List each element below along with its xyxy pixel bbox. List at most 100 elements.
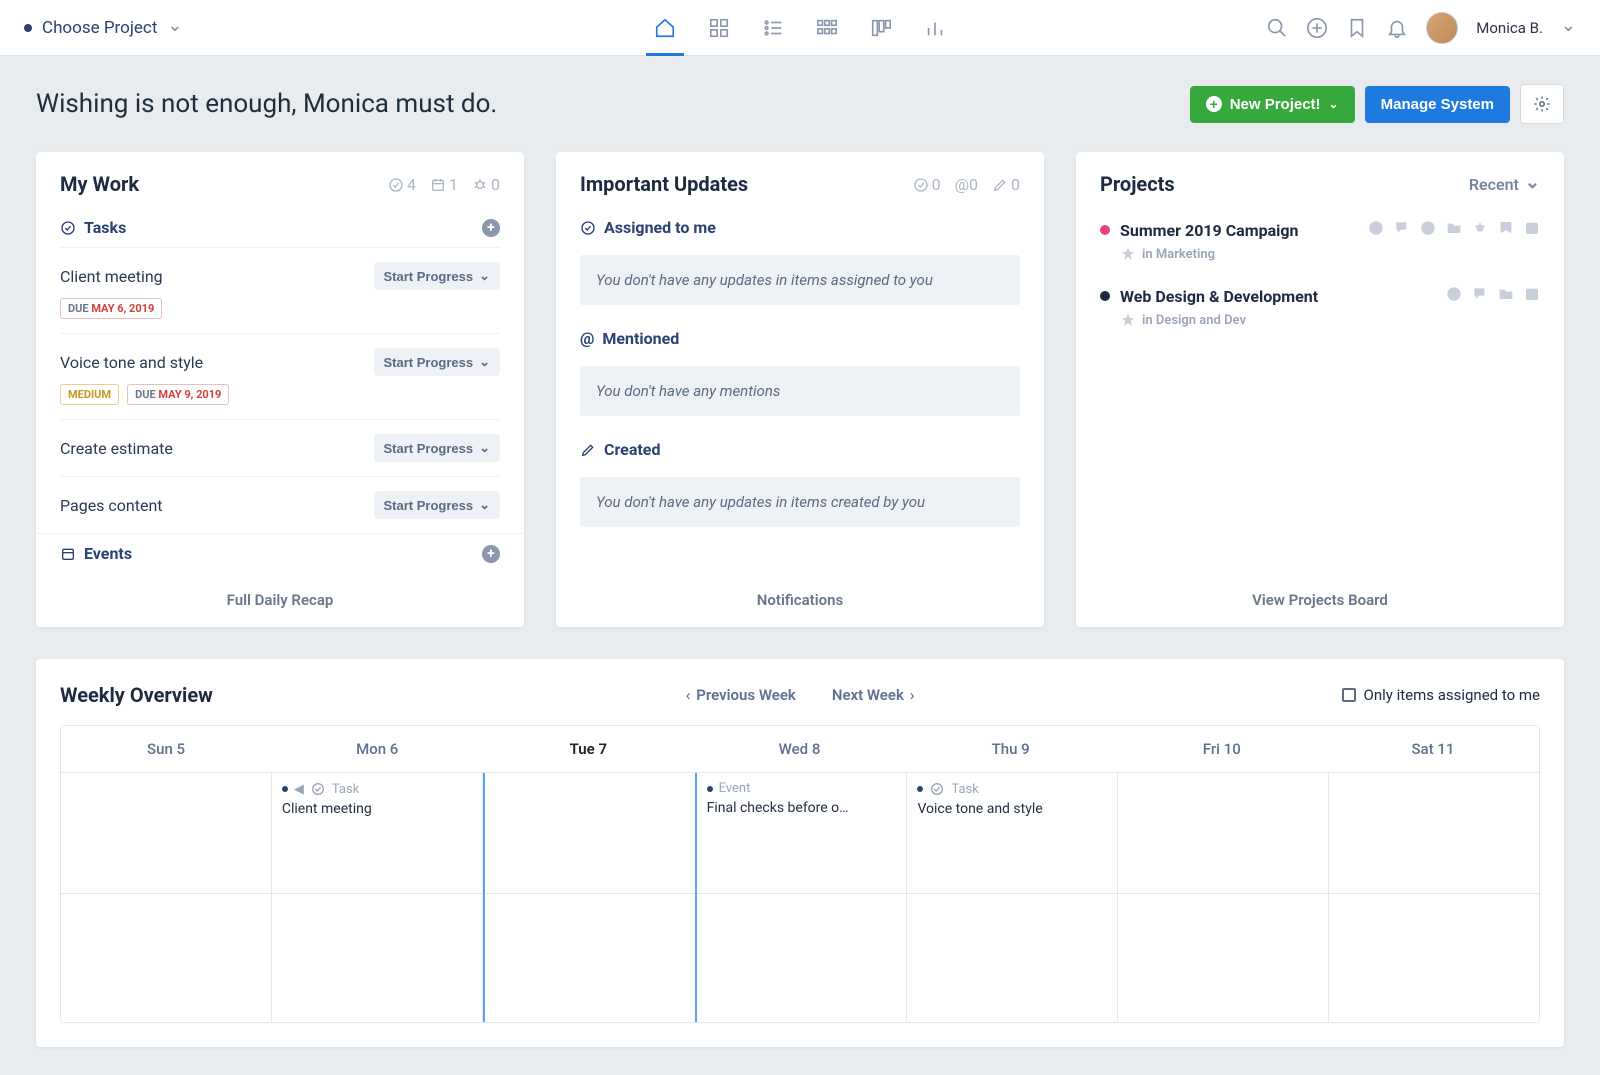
project-picker[interactable]: Choose Project (24, 17, 182, 38)
project-category: in Design and Dev (1142, 313, 1246, 328)
chevron-right-icon: › (910, 686, 915, 704)
project-meta-icon (1524, 286, 1540, 306)
project-item[interactable]: Summer 2019 Campaign in Marketing (1076, 208, 1564, 274)
next-week-button[interactable]: Next Week › (832, 686, 915, 704)
assigned-empty-text: You don't have any updates in items assi… (580, 255, 1020, 305)
notifications-link[interactable]: Notifications (556, 573, 1044, 627)
calendar-day-header: Mon 6 (272, 726, 483, 772)
projects-sort[interactable]: Recent (1469, 174, 1540, 195)
calendar-day-header: Wed 8 (694, 726, 905, 772)
priority-tag: MEDIUM (60, 384, 119, 405)
start-progress-button[interactable]: Start Progress ⌄ (374, 491, 501, 519)
chevron-down-icon: ⌄ (479, 268, 490, 284)
calendar-event[interactable]: ◀ Task Client meeting (272, 773, 482, 825)
calendar-day-header: Fri 10 (1117, 726, 1328, 772)
due-tag: DUE MAY 9, 2019 (127, 384, 229, 405)
avatar[interactable] (1426, 12, 1458, 44)
calendar-event[interactable]: Event Final checks before o… (697, 773, 907, 824)
events-label: Events (84, 544, 132, 563)
updates-created-stat: 0 (992, 175, 1020, 194)
nav-columns-icon[interactable] (868, 0, 894, 56)
nav-board-icon[interactable] (814, 0, 840, 56)
calendar-event[interactable]: Task Voice tone and style (907, 773, 1117, 825)
project-color-dot-icon (1100, 291, 1110, 301)
mentioned-empty-text: You don't have any mentions (580, 366, 1020, 416)
add-event-button[interactable]: + (482, 545, 500, 563)
updates-assigned-stat: 0 (913, 175, 941, 194)
bell-icon[interactable] (1386, 17, 1408, 39)
project-meta-icon (1472, 286, 1488, 306)
weekly-overview-card: Weekly Overview ‹ Previous Week Next Wee… (36, 659, 1564, 1047)
nav-grid-icon[interactable] (706, 0, 732, 56)
add-task-button[interactable]: + (482, 219, 500, 237)
event-title: Final checks before o… (707, 800, 897, 816)
new-project-button[interactable]: + New Project! ⌄ (1190, 86, 1355, 123)
next-week-label: Next Week (832, 686, 904, 704)
check-circle-icon (60, 220, 76, 236)
task-item[interactable]: Client meeting Start Progress ⌄ DUE MAY … (60, 247, 500, 333)
my-work-bug-stat: 0 (472, 175, 500, 194)
chevron-left-icon: ‹ (686, 686, 691, 704)
manage-system-button[interactable]: Manage System (1365, 86, 1510, 123)
user-menu-chevron-icon[interactable] (1561, 17, 1576, 38)
task-name: Pages content (60, 496, 163, 515)
nav-home-icon[interactable] (652, 0, 678, 56)
projects-sort-label: Recent (1469, 175, 1519, 194)
calendar-icon (60, 546, 76, 562)
start-progress-button[interactable]: Start Progress ⌄ (374, 348, 501, 376)
settings-button[interactable] (1520, 84, 1564, 124)
project-meta-icon (1368, 220, 1384, 240)
user-name: Monica B. (1476, 19, 1543, 37)
project-item[interactable]: Web Design & Development in Design and D… (1076, 274, 1564, 340)
created-label: Created (604, 440, 660, 459)
project-name: Summer 2019 Campaign (1120, 221, 1299, 240)
due-tag: DUE MAY 6, 2019 (60, 298, 162, 319)
tasks-label: Tasks (84, 218, 126, 237)
project-category: in Marketing (1142, 247, 1215, 262)
calendar-column (1329, 773, 1539, 1022)
task-item[interactable]: Pages content Start Progress ⌄ (60, 476, 500, 533)
projects-board-link[interactable]: View Projects Board (1076, 573, 1564, 627)
start-progress-label: Start Progress (384, 269, 474, 284)
chevron-down-icon (167, 17, 182, 38)
projects-card: Projects Recent Summer 2019 Campaign in … (1076, 152, 1564, 627)
check-circle-icon (580, 220, 596, 236)
event-title: Voice tone and style (917, 801, 1107, 817)
project-name: Web Design & Development (1120, 287, 1318, 306)
calendar-column: ◀ Task Client meeting (272, 773, 483, 1022)
created-empty-text: You don't have any updates in items crea… (580, 477, 1020, 527)
event-dot-icon (917, 786, 923, 792)
weekly-title: Weekly Overview (60, 683, 213, 707)
my-work-card: My Work 4 1 0 Tasks + Client meeting Sta… (36, 152, 524, 627)
assigned-section: Assigned to me (556, 208, 1044, 247)
start-progress-button[interactable]: Start Progress ⌄ (374, 434, 501, 462)
bookmark-icon[interactable] (1346, 17, 1368, 39)
add-icon[interactable] (1306, 17, 1328, 39)
my-work-check-stat: 4 (388, 175, 416, 194)
new-project-label: New Project! (1230, 96, 1321, 113)
calendar-column (483, 773, 697, 1022)
projects-title: Projects (1100, 172, 1175, 196)
tasks-section[interactable]: Tasks + (36, 208, 524, 247)
event-dot-icon (707, 786, 713, 792)
search-icon[interactable] (1266, 17, 1288, 39)
my-work-title: My Work (60, 172, 139, 196)
only-assigned-checkbox[interactable]: Only items assigned to me (1342, 686, 1540, 704)
previous-week-button[interactable]: ‹ Previous Week (686, 686, 796, 704)
task-item[interactable]: Voice tone and style Start Progress ⌄ ME… (60, 333, 500, 419)
nav-stats-icon[interactable] (922, 0, 948, 56)
project-meta-icon (1472, 220, 1488, 240)
greeting-text: Wishing is not enough, Monica must do. (36, 89, 497, 119)
checkbox-icon (1342, 688, 1356, 702)
project-meta-icon (1524, 220, 1540, 240)
task-item[interactable]: Create estimate Start Progress ⌄ (60, 419, 500, 476)
nav-list-icon[interactable] (760, 0, 786, 56)
start-progress-label: Start Progress (384, 355, 474, 370)
event-type: Event (719, 781, 751, 796)
task-name: Create estimate (60, 439, 173, 458)
start-progress-button[interactable]: Start Progress ⌄ (374, 262, 501, 290)
calendar-column (61, 773, 272, 1022)
project-color-dot-icon (1100, 225, 1110, 235)
full-recap-link[interactable]: Full Daily Recap (36, 573, 524, 627)
events-section[interactable]: Events + (36, 533, 524, 573)
